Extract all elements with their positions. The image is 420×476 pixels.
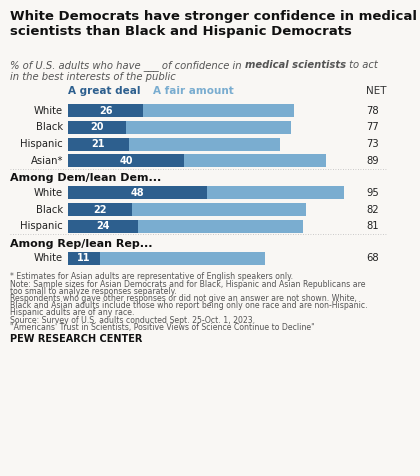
Text: Note: Sample sizes for Asian Democrats and for Black, Hispanic and Asian Republi: Note: Sample sizes for Asian Democrats a… <box>10 279 365 288</box>
Text: 20: 20 <box>90 122 104 132</box>
Text: Black: Black <box>36 122 63 132</box>
Text: Hispanic: Hispanic <box>20 221 63 231</box>
Bar <box>68 138 280 150</box>
Text: % of U.S. adults who have ___ of confidence in: % of U.S. adults who have ___ of confide… <box>10 60 245 71</box>
Bar <box>68 121 291 134</box>
Text: 73: 73 <box>366 139 378 149</box>
Bar <box>68 186 207 199</box>
Text: in the best interests of the public: in the best interests of the public <box>10 71 176 81</box>
Text: to act: to act <box>346 60 378 70</box>
Bar <box>68 104 143 117</box>
Text: 24: 24 <box>96 221 110 231</box>
Text: Asian*: Asian* <box>31 156 63 166</box>
Text: 40: 40 <box>119 156 133 166</box>
Text: Hispanic: Hispanic <box>20 139 63 149</box>
Text: 81: 81 <box>366 221 378 231</box>
Text: White Democrats have stronger confidence in medical
scientists than Black and Hi: White Democrats have stronger confidence… <box>10 10 417 39</box>
Text: Black: Black <box>36 205 63 215</box>
Text: A fair amount: A fair amount <box>153 87 234 97</box>
Text: Source: Survey of U.S. adults conducted Sept. 25-Oct. 1, 2023.: Source: Survey of U.S. adults conducted … <box>10 316 255 325</box>
Bar <box>68 186 344 199</box>
Text: White: White <box>34 253 63 263</box>
Text: 89: 89 <box>366 156 378 166</box>
Text: NET: NET <box>366 87 386 97</box>
Bar <box>68 154 326 168</box>
Bar <box>68 203 132 216</box>
Bar <box>68 252 100 265</box>
Bar <box>68 220 138 233</box>
Text: 68: 68 <box>366 253 378 263</box>
Text: 78: 78 <box>366 106 378 116</box>
Bar <box>68 252 265 265</box>
Text: 26: 26 <box>99 106 113 116</box>
Bar <box>68 220 303 233</box>
Bar <box>68 154 184 168</box>
Bar <box>68 104 294 117</box>
Text: PEW RESEARCH CENTER: PEW RESEARCH CENTER <box>10 334 142 344</box>
Text: 22: 22 <box>93 205 107 215</box>
Text: 95: 95 <box>366 188 379 198</box>
Bar <box>68 121 126 134</box>
Text: medical scientists: medical scientists <box>245 60 346 70</box>
Text: 82: 82 <box>366 205 378 215</box>
Text: 48: 48 <box>131 188 144 198</box>
Text: White: White <box>34 106 63 116</box>
Text: Among Rep/lean Rep...: Among Rep/lean Rep... <box>10 238 152 248</box>
Text: 77: 77 <box>366 122 379 132</box>
Text: "Americans' Trust in Scientists, Positive Views of Science Continue to Decline": "Americans' Trust in Scientists, Positiv… <box>10 323 315 332</box>
Text: White: White <box>34 188 63 198</box>
Bar <box>68 138 129 150</box>
Text: 21: 21 <box>92 139 105 149</box>
Text: 11: 11 <box>77 253 91 263</box>
Text: Black and Asian adults include those who report being only one race and are non-: Black and Asian adults include those who… <box>10 301 368 310</box>
Text: Respondents who gave other responses or did not give an answer are not shown. Wh: Respondents who gave other responses or … <box>10 294 357 303</box>
Text: Hispanic adults are of any race.: Hispanic adults are of any race. <box>10 308 134 317</box>
Bar <box>68 203 306 216</box>
Text: Among Dem/lean Dem...: Among Dem/lean Dem... <box>10 173 161 183</box>
Text: A great deal: A great deal <box>68 87 141 97</box>
Text: * Estimates for Asian adults are representative of English speakers only.: * Estimates for Asian adults are represe… <box>10 272 293 281</box>
Text: too small to analyze responses separately.: too small to analyze responses separatel… <box>10 287 177 296</box>
